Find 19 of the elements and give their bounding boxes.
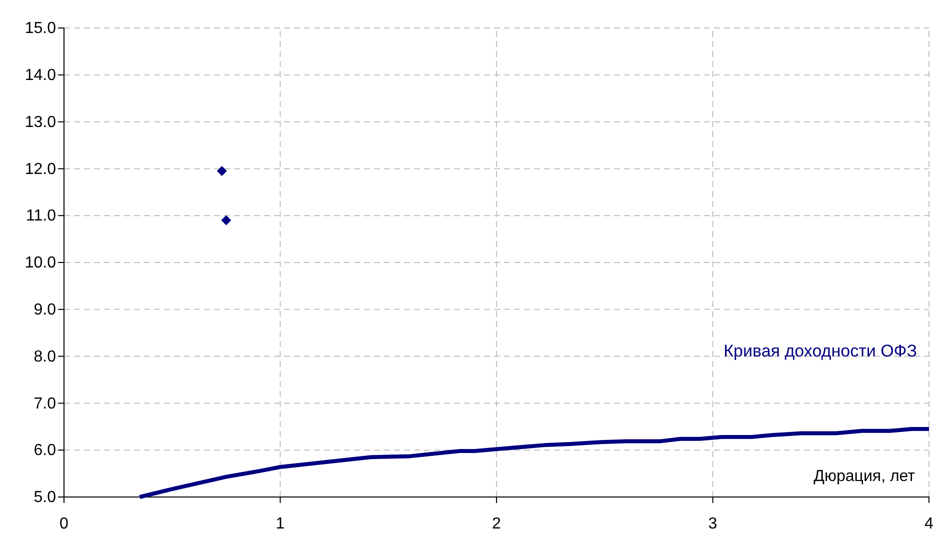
x-tick-label: 1	[276, 515, 285, 532]
x-tick-label: 0	[60, 515, 69, 532]
y-tick-label: 9.0	[34, 302, 56, 319]
y-tick-label: 6.0	[34, 442, 56, 460]
x-tick-label: 4	[924, 515, 934, 532]
y-tick-label: 10.0	[24, 254, 56, 272]
text: Кривая доходности ОФЗ	[724, 341, 917, 360]
y-tick-label: 13.0	[24, 114, 56, 131]
x-tick-label: 3	[708, 515, 718, 532]
y-tick-label: 5.0	[34, 489, 56, 506]
y-tick-label: 7.0	[34, 395, 56, 412]
y-tick-label: 11.0	[26, 208, 56, 225]
y-tick-label: 15.0	[24, 20, 56, 38]
x-axis-title: Дюрация, лет	[814, 468, 916, 485]
y-tick-label: 12.0	[24, 160, 56, 178]
y-tick-label: 14.0	[24, 67, 56, 84]
line-series	[138, 426, 931, 499]
x-tick-label: 2	[492, 515, 502, 532]
y-tick-label: 8.0	[34, 348, 56, 366]
